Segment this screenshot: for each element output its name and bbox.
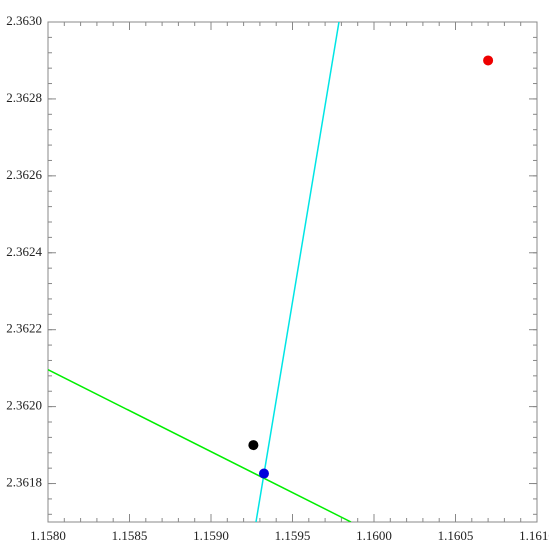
- x-tick-label: 1.1580: [30, 528, 66, 543]
- line: [255, 22, 340, 522]
- x-tick-label: 1.1610: [519, 528, 549, 543]
- y-tick-label: 2.3620: [6, 398, 42, 413]
- y-tick-label: 2.3628: [6, 90, 42, 105]
- y-tick-label: 2.3622: [6, 321, 42, 336]
- point: [258, 468, 269, 479]
- y-tick-label: 2.3618: [6, 475, 42, 490]
- y-tick-label: 2.3624: [6, 244, 42, 259]
- x-tick-label: 1.1600: [356, 528, 392, 543]
- point: [483, 55, 494, 66]
- y-tick-label: 2.3626: [6, 167, 42, 182]
- x-tick-label: 1.1595: [275, 528, 311, 543]
- plot-frame: [47, 21, 538, 523]
- line: [48, 369, 352, 522]
- y-tick-label: 2.3630: [6, 13, 42, 28]
- data-layer: [48, 22, 494, 522]
- x-tick-label: 1.1605: [438, 528, 474, 543]
- x-tick-label: 1.1590: [193, 528, 229, 543]
- point: [248, 440, 259, 451]
- x-tick-label: 1.1585: [112, 528, 148, 543]
